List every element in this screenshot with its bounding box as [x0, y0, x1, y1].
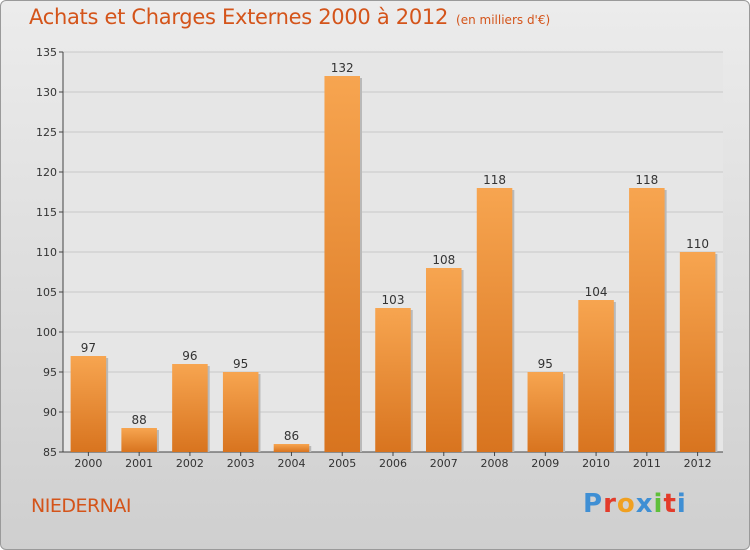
bar: [476, 188, 513, 452]
bar: [527, 372, 564, 452]
x-tick-label: 2004: [277, 457, 305, 470]
bar: [222, 372, 259, 452]
y-tick-label: 105: [36, 286, 57, 299]
x-tick-label: 2005: [328, 457, 356, 470]
brand-letter: x: [635, 489, 654, 519]
brand-letter: r: [603, 489, 617, 519]
bar-value-label: 96: [182, 349, 197, 363]
bar-value-label: 118: [635, 173, 658, 187]
bar: [70, 356, 107, 452]
bar-value-label: 104: [585, 285, 608, 299]
y-tick-label: 115: [36, 206, 57, 219]
bar: [273, 444, 310, 452]
chart-subtitle: (en milliers d'€): [456, 13, 551, 27]
bar-value-label: 95: [538, 357, 553, 371]
bar-value-label: 95: [233, 357, 248, 371]
chart-title: Achats et Charges Externes 2000 à 2012 (e…: [29, 5, 550, 29]
bar-value-label: 103: [382, 293, 405, 307]
brand-letter: t: [663, 489, 677, 519]
bar: [578, 300, 614, 452]
y-tick-label: 90: [43, 406, 57, 419]
y-tick-label: 120: [36, 166, 57, 179]
commune-name: NIEDERNAI: [31, 495, 131, 517]
y-tick-label: 130: [36, 86, 57, 99]
bar: [324, 76, 360, 452]
bar: [629, 188, 665, 452]
bar: [121, 428, 157, 452]
y-tick-label: 135: [36, 46, 57, 59]
bar-value-label: 108: [432, 253, 455, 267]
y-tick-label: 85: [43, 446, 57, 459]
brand-letter: P: [583, 489, 604, 519]
bar-value-label: 86: [284, 429, 299, 443]
y-tick-label: 125: [36, 126, 57, 139]
tick-labels: 85 90 95 100 105 110 115 120 125 130 135 2000 2001 20…: [36, 46, 712, 470]
bar: [172, 364, 208, 452]
bar: [375, 308, 411, 452]
x-tick-label: 2001: [125, 457, 153, 470]
bar-value-label: 132: [331, 61, 354, 75]
brand-letter: i: [676, 489, 687, 519]
x-tick-label: 2000: [74, 457, 102, 470]
brand-letter: i: [653, 489, 664, 519]
x-tick-label: 2011: [633, 457, 661, 470]
x-tick-label: 2012: [684, 457, 712, 470]
data-labels: 97 88 96 95 86 132 103 108 118 95 104 118 110: [81, 61, 709, 443]
bar-value-label: 118: [483, 173, 506, 187]
bar: [679, 252, 716, 452]
bar-value-label: 88: [132, 413, 147, 427]
proxiti-logo: Proxiti: [583, 489, 687, 519]
bar: [426, 268, 462, 452]
bar-value-label: 97: [81, 341, 96, 355]
x-tick-label: 2009: [531, 457, 559, 470]
bar-value-label: 110: [686, 237, 709, 251]
bars: [70, 76, 718, 452]
y-tick-label: 100: [36, 326, 57, 339]
brand-letter: o: [616, 489, 636, 519]
y-tick-label: 95: [43, 366, 57, 379]
x-tick-label: 2010: [582, 457, 610, 470]
y-tick-label: 110: [36, 246, 57, 259]
chart-title-text: Achats et Charges Externes 2000 à 2012: [29, 5, 449, 29]
x-tick-label: 2006: [379, 457, 407, 470]
x-tick-label: 2003: [227, 457, 255, 470]
x-tick-label: 2002: [176, 457, 204, 470]
x-tick-label: 2008: [481, 457, 509, 470]
x-tick-label: 2007: [430, 457, 458, 470]
